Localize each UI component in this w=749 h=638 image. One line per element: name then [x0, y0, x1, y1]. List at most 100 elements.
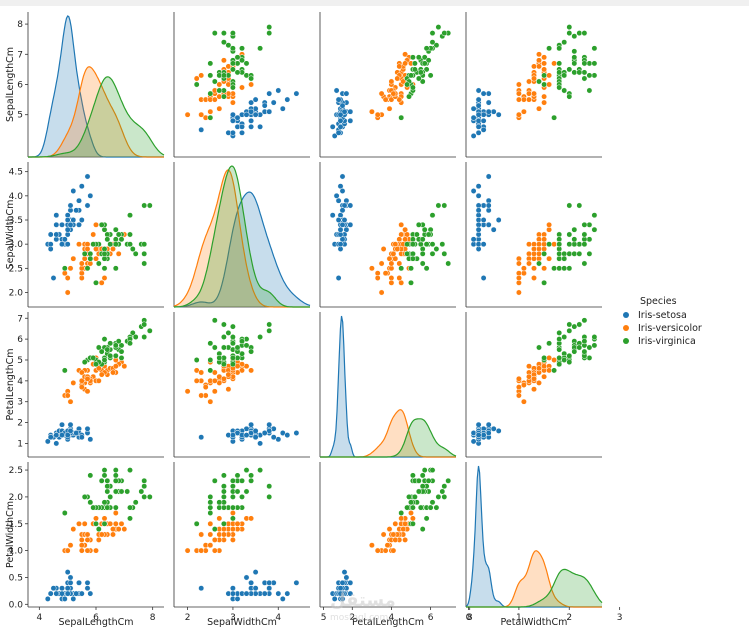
point-irisversicolor [78, 547, 85, 554]
point-irisversicolor [84, 375, 91, 382]
legend-item-irisvirginica: Iris-virginica [638, 336, 696, 347]
point-irisvirginica [415, 75, 422, 82]
point-irisvirginica [87, 472, 94, 479]
point-irissetosa [485, 421, 492, 428]
point-irisversicolor [380, 531, 387, 538]
point-irissetosa [78, 434, 85, 441]
point-irisvirginica [556, 69, 563, 76]
point-irisvirginica [211, 344, 218, 351]
point-irisversicolor [526, 373, 532, 380]
point-irisvirginica [576, 30, 583, 37]
point-irisvirginica [566, 359, 573, 366]
kde-fill-irisvirginica [466, 569, 602, 607]
point-irisversicolor [515, 392, 522, 399]
point-irisvirginica [61, 367, 68, 374]
point-irisversicolor [193, 75, 200, 82]
point-irissetosa [59, 241, 65, 248]
point-irisvirginica [234, 54, 241, 61]
point-irisvirginica [107, 241, 114, 248]
point-irissetosa [347, 590, 354, 597]
point-irisversicolor [546, 255, 553, 262]
point-irissetosa [78, 590, 85, 597]
point-irisvirginica [257, 334, 264, 340]
point-irissetosa [239, 129, 245, 136]
point-irissetosa [84, 579, 91, 586]
point-irisversicolor [95, 365, 102, 372]
point-irisvirginica [141, 483, 148, 490]
point-irisvirginica [427, 72, 434, 79]
point-irissetosa [84, 585, 91, 592]
point-irisvirginica [118, 354, 125, 361]
y-axis-label-sepalwidthcm: SepalWidthCm [5, 200, 16, 270]
point-irissetosa [266, 421, 273, 428]
point-irissetosa [59, 221, 65, 228]
point-irisversicolor [112, 363, 119, 370]
legend: Species Iris-setosa Iris-versicolor Iris-vi… [623, 296, 702, 347]
point-irisversicolor [84, 536, 91, 543]
point-irisvirginica [229, 340, 236, 347]
point-irissetosa [485, 430, 492, 436]
point-irisvirginica [61, 510, 68, 516]
point-irissetosa [480, 90, 487, 97]
point-irissetosa [335, 217, 342, 223]
point-irissetosa [475, 111, 482, 118]
point-irisversicolor [551, 60, 558, 67]
point-irisvirginica [229, 30, 236, 37]
point-irisversicolor [115, 250, 122, 257]
point-irisversicolor [402, 60, 409, 67]
point-irisvirginica [409, 472, 416, 479]
point-irisversicolor [211, 388, 218, 395]
point-irissetosa [339, 102, 346, 109]
point-irisvirginica [445, 260, 452, 267]
point-irisvirginica [104, 483, 111, 490]
y-axis-label-petalwidthcm: PetalWidthCm [5, 501, 16, 568]
point-irisvirginica [138, 488, 145, 495]
x-tick-label: 4 [389, 613, 395, 623]
point-irisversicolor [386, 105, 393, 112]
point-irisvirginica [132, 250, 139, 257]
point-irisvirginica [220, 520, 227, 527]
point-irissetosa [275, 590, 282, 597]
point-irisvirginica [101, 336, 108, 343]
point-irisversicolor [390, 547, 397, 554]
point-irisversicolor [198, 72, 205, 79]
point-irisvirginica [561, 72, 568, 79]
y-tick-label: 1 [17, 439, 23, 449]
point-irisversicolor [207, 531, 214, 538]
x-tick-label: 4 [36, 613, 42, 623]
point-irissetosa [44, 438, 51, 445]
point-irisvirginica [127, 241, 133, 248]
point-irisversicolor [398, 515, 405, 522]
point-irisvirginica [207, 60, 214, 67]
point-irissetosa [248, 108, 255, 115]
point-irisvirginica [104, 236, 111, 243]
panel-sepalwidthcm-vs-sepallengthcm: 2.0 2.5 3.0 3.5 4.0 4.5 [9, 162, 164, 308]
point-irisversicolor [531, 265, 537, 272]
point-irissetosa [335, 129, 342, 136]
panel-sepalwidthcm-vs-petallengthcm [319, 162, 456, 308]
point-irisvirginica [239, 338, 245, 345]
point-irisvirginica [98, 221, 105, 228]
panel-petalwidthcm-vs-sepalwidthcm: 2 3 4 5 [173, 462, 326, 623]
point-irisversicolor [193, 377, 200, 384]
point-irisversicolor [216, 105, 223, 112]
point-irisversicolor [390, 531, 397, 538]
point-irisvirginica [591, 60, 598, 67]
point-irisversicolor [64, 547, 71, 554]
point-irisvirginica [220, 361, 227, 368]
point-irisvirginica [101, 499, 108, 506]
point-irisvirginica [409, 236, 416, 243]
point-irisvirginica [541, 354, 548, 361]
point-irisvirginica [556, 241, 563, 248]
point-irisvirginica [115, 338, 122, 345]
point-irisvirginica [207, 90, 214, 97]
point-irisvirginica [571, 241, 578, 248]
point-irisversicolor [378, 260, 385, 267]
point-irisvirginica [112, 488, 119, 495]
point-irisvirginica [408, 265, 414, 272]
point-irissetosa [53, 432, 60, 439]
point-irisversicolor [207, 108, 214, 115]
x-tick-label: 2 [566, 613, 572, 623]
point-irisversicolor [546, 226, 553, 233]
point-irisvirginica [404, 504, 411, 511]
